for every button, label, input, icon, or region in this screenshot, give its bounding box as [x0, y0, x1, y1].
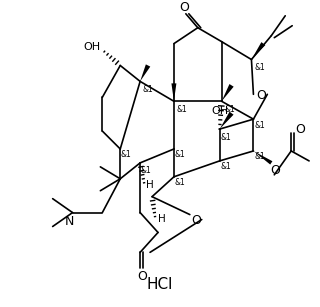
Polygon shape	[220, 112, 234, 129]
Text: &1: &1	[121, 150, 132, 159]
Polygon shape	[252, 42, 265, 60]
Text: OH: OH	[211, 106, 228, 116]
Text: &1: &1	[174, 150, 185, 159]
Text: H: H	[158, 214, 166, 223]
Text: &1: &1	[177, 105, 187, 114]
Text: O: O	[295, 122, 305, 136]
Polygon shape	[222, 84, 234, 101]
Text: &1: &1	[254, 121, 265, 130]
Text: N: N	[65, 215, 74, 228]
Text: &1: &1	[254, 152, 265, 161]
Text: &1: &1	[220, 162, 231, 171]
Text: &1: &1	[254, 63, 265, 72]
Polygon shape	[172, 84, 176, 101]
Text: O: O	[256, 89, 266, 102]
Polygon shape	[140, 64, 150, 81]
Text: &1: &1	[143, 85, 154, 94]
Text: OH: OH	[83, 42, 100, 52]
Text: H: H	[146, 180, 154, 190]
Text: HCl: HCl	[147, 277, 173, 292]
Text: O: O	[270, 164, 280, 177]
Text: &1: &1	[174, 178, 185, 187]
Text: O: O	[179, 1, 189, 14]
Polygon shape	[253, 151, 272, 165]
Text: &1: &1	[220, 133, 231, 142]
Text: O: O	[137, 270, 147, 283]
Text: &1: &1	[224, 105, 235, 114]
Text: O: O	[191, 214, 201, 227]
Text: &1: &1	[141, 166, 151, 175]
